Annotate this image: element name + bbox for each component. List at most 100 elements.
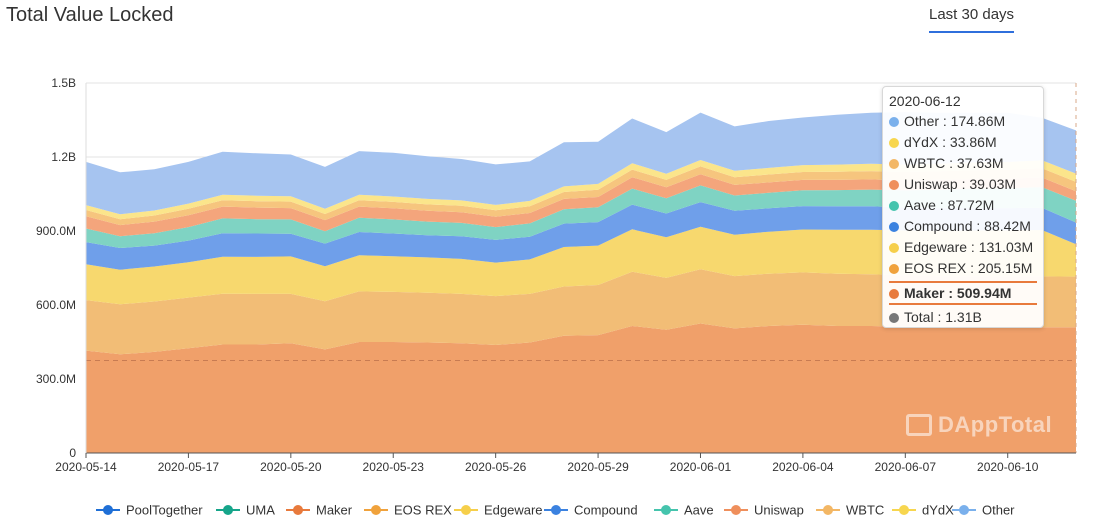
area-other[interactable] bbox=[86, 112, 1076, 215]
x-tick-label: 2020-05-14 bbox=[55, 460, 117, 474]
area-aave[interactable] bbox=[86, 185, 1076, 248]
legend-item-maker[interactable]: Maker bbox=[286, 503, 353, 518]
y-tick-label: 1.5B bbox=[51, 76, 76, 90]
tooltip-row-label: Edgeware : 131.03M bbox=[904, 239, 1034, 255]
legend-label: Maker bbox=[316, 503, 353, 518]
legend-label: Compound bbox=[574, 503, 638, 518]
legend-marker-icon bbox=[661, 505, 671, 515]
tooltip-row: Aave : 87.72M bbox=[889, 195, 1037, 216]
tooltip-row: dYdX : 33.86M bbox=[889, 132, 1037, 153]
area-compound[interactable] bbox=[86, 202, 1076, 270]
watermark-logo: DAppTotal bbox=[906, 412, 1052, 438]
legend-label: dYdX bbox=[922, 503, 954, 518]
area-edgeware[interactable] bbox=[86, 226, 1076, 305]
y-tick-label: 0 bbox=[69, 446, 76, 460]
tooltip-row: Compound : 88.42M bbox=[889, 216, 1037, 237]
legend-item-edgeware[interactable]: Edgeware bbox=[454, 503, 543, 518]
legend-item-uma[interactable]: UMA bbox=[216, 503, 275, 518]
tooltip-row: Total : 1.31B bbox=[889, 307, 1037, 328]
area-maker[interactable] bbox=[86, 323, 1076, 454]
legend-marker-icon bbox=[461, 505, 471, 515]
legend-marker-icon bbox=[551, 505, 561, 515]
x-tick-label: 2020-05-17 bbox=[158, 460, 220, 474]
legend-item-other[interactable]: Other bbox=[952, 503, 1015, 518]
series-dot-icon bbox=[889, 264, 899, 274]
series-dot-icon bbox=[889, 180, 899, 190]
legend-item-pooltogether[interactable]: PoolTogether bbox=[96, 503, 203, 518]
watermark-text: DAppTotal bbox=[938, 412, 1053, 437]
legend-marker-icon bbox=[293, 505, 303, 515]
tooltip-row-label: Other : 174.86M bbox=[904, 113, 1006, 129]
tooltip-row-label: Total : 1.31B bbox=[904, 309, 982, 325]
legend: PoolTogether UMA Maker EOS REX Edgeware Compo… bbox=[96, 503, 1015, 518]
tooltip-row-label: dYdX : 33.86M bbox=[904, 134, 997, 150]
tooltip-row-label: Compound : 88.42M bbox=[904, 218, 1031, 234]
axes: 0 300.0M 600.0M 900.0M 1.2B 1.5B 2020-05-14 202… bbox=[36, 76, 1076, 474]
legend-marker-icon bbox=[959, 505, 969, 515]
area-dydx[interactable] bbox=[86, 160, 1076, 220]
legend-item-uniswap[interactable]: Uniswap bbox=[724, 503, 804, 518]
x-tick-label: 2020-05-26 bbox=[465, 460, 527, 474]
legend-item-dydx[interactable]: dYdX bbox=[892, 503, 954, 518]
tooltip-row: Uniswap : 39.03M bbox=[889, 174, 1037, 195]
legend-marker-icon bbox=[223, 505, 233, 515]
x-tick-label: 2020-05-29 bbox=[567, 460, 629, 474]
tooltip-date: 2020-06-12 bbox=[889, 93, 961, 109]
y-tick-label: 1.2B bbox=[51, 150, 76, 164]
tooltip-row: Maker : 509.94M bbox=[889, 281, 1037, 305]
legend-marker-icon bbox=[731, 505, 741, 515]
legend-label: Other bbox=[982, 503, 1015, 518]
series-dot-icon bbox=[889, 201, 899, 211]
legend-label: Uniswap bbox=[754, 503, 804, 518]
tooltip-row-label: EOS REX : 205.15M bbox=[904, 260, 1033, 276]
series-dot-icon bbox=[889, 313, 899, 323]
area-series bbox=[86, 112, 1076, 453]
x-tick-label: 2020-06-10 bbox=[977, 460, 1039, 474]
series-dot-icon bbox=[889, 243, 899, 253]
y-tick-label: 900.0M bbox=[36, 224, 76, 238]
series-dot-icon bbox=[889, 289, 899, 299]
area-eos-rex[interactable] bbox=[86, 269, 1076, 355]
tooltip-row-label: Uniswap : 39.03M bbox=[904, 176, 1017, 192]
legend-item-eos-rex[interactable]: EOS REX bbox=[364, 503, 452, 518]
legend-marker-icon bbox=[103, 505, 113, 515]
legend-item-aave[interactable]: Aave bbox=[654, 503, 714, 518]
tooltip-row-label: Maker : 509.94M bbox=[904, 285, 1012, 301]
legend-marker-icon bbox=[823, 505, 833, 515]
x-tick-label: 2020-06-07 bbox=[875, 460, 937, 474]
legend-label: WBTC bbox=[846, 503, 884, 518]
series-dot-icon bbox=[889, 222, 899, 232]
legend-label: PoolTogether bbox=[126, 503, 203, 518]
x-tick-label: 2020-05-23 bbox=[363, 460, 425, 474]
series-dot-icon bbox=[889, 117, 899, 127]
legend-item-wbtc[interactable]: WBTC bbox=[816, 503, 884, 518]
tooltip-row-label: WBTC : 37.63M bbox=[904, 155, 1004, 171]
tooltip-row: Other : 174.86M bbox=[889, 111, 1037, 132]
legend-label: UMA bbox=[246, 503, 275, 518]
legend-marker-icon bbox=[899, 505, 909, 515]
series-dot-icon bbox=[889, 138, 899, 148]
range-tab-last-30-days[interactable]: Last 30 days bbox=[929, 6, 1015, 33]
area-wbtc[interactable] bbox=[86, 166, 1076, 226]
legend-label: Aave bbox=[684, 503, 714, 518]
legend-marker-icon bbox=[371, 505, 381, 515]
x-tick-label: 2020-06-01 bbox=[670, 460, 732, 474]
y-tick-label: 300.0M bbox=[36, 372, 76, 386]
legend-label: Edgeware bbox=[484, 503, 543, 518]
tooltip-row-label: Aave : 87.72M bbox=[904, 197, 995, 213]
tooltip-row: EOS REX : 205.15M bbox=[889, 258, 1037, 279]
tooltip-row: WBTC : 37.63M bbox=[889, 153, 1037, 174]
hover-tooltip: 2020-06-12 Other : 174.86M dYdX : 33.86M W… bbox=[882, 86, 1044, 328]
legend-label: EOS REX bbox=[394, 503, 452, 518]
dapptotal-logo-icon bbox=[906, 414, 932, 436]
x-tick-label: 2020-05-20 bbox=[260, 460, 322, 474]
tooltip-rows: Other : 174.86M dYdX : 33.86M WBTC : 37.63… bbox=[889, 111, 1037, 328]
x-tick-label: 2020-06-04 bbox=[772, 460, 834, 474]
area-uniswap[interactable] bbox=[86, 174, 1076, 237]
legend-item-compound[interactable]: Compound bbox=[544, 503, 638, 518]
chart-title: Total Value Locked bbox=[6, 4, 174, 26]
tooltip-row: Edgeware : 131.03M bbox=[889, 237, 1037, 258]
y-tick-label: 600.0M bbox=[36, 298, 76, 312]
reference-line bbox=[86, 83, 1077, 453]
